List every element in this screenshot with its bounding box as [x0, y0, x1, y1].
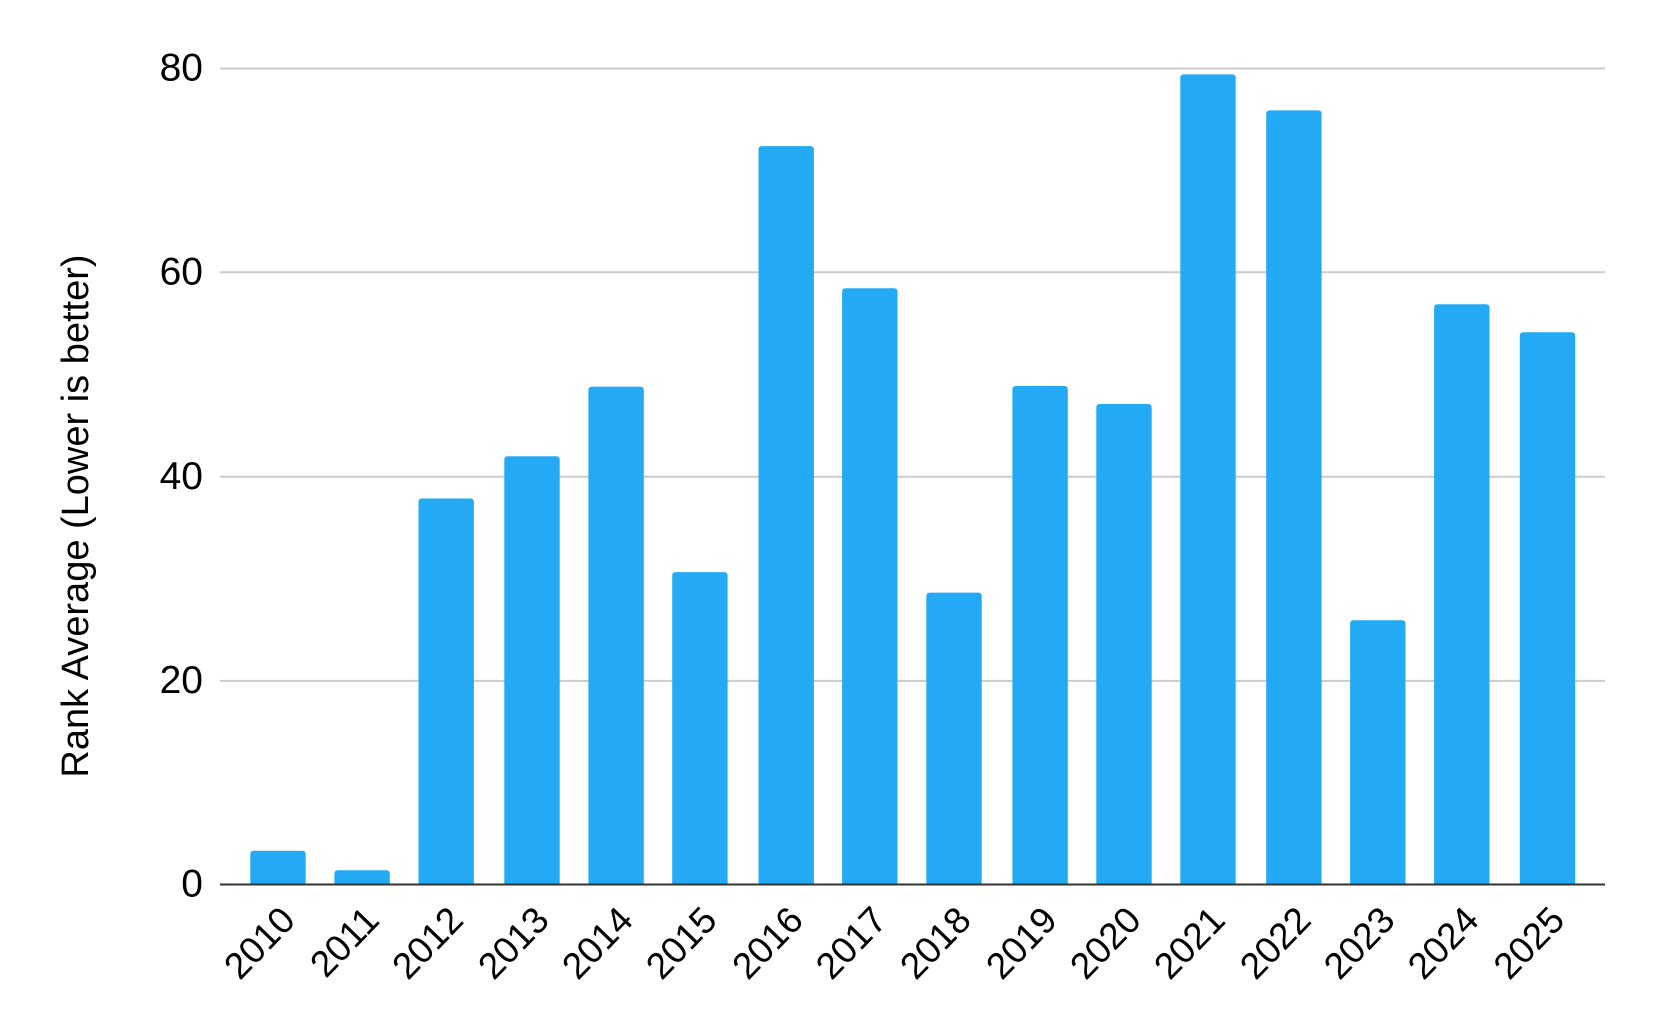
svg-text:80: 80	[160, 47, 203, 90]
svg-text:20: 20	[160, 659, 203, 702]
svg-text:Rank Average (Lower is better): Rank Average (Lower is better)	[55, 254, 97, 777]
svg-text:0: 0	[181, 863, 203, 906]
svg-text:60: 60	[160, 250, 203, 293]
svg-text:40: 40	[160, 455, 203, 498]
